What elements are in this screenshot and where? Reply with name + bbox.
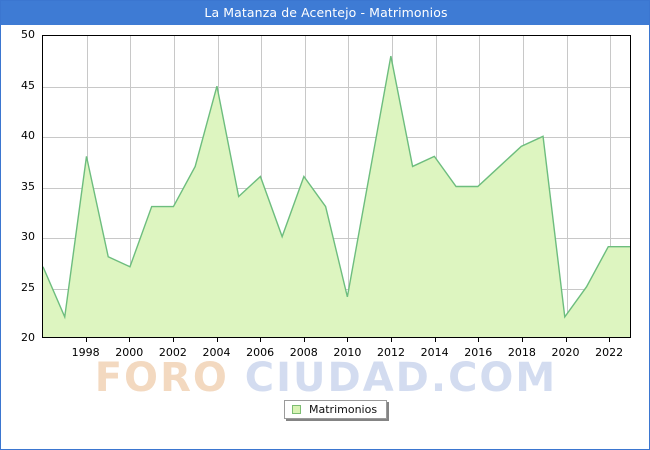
y-axis-tick-label: 30 [21, 230, 35, 243]
x-axis-tick-label: 2020 [551, 346, 580, 359]
x-axis-tick-label: 2002 [158, 346, 187, 359]
x-axis-tick-mark [434, 338, 436, 342]
gridline-vertical [610, 36, 612, 337]
series-matrimonios [43, 36, 630, 337]
watermark-part-a: FORO [94, 355, 245, 401]
gridline-vertical [348, 36, 350, 337]
chart-canvas: 20 25 30 35 40 45 50 1998 2000 2002 2004 2006 2008 2… [1, 25, 649, 449]
legend-label: Matrimonios [309, 403, 378, 416]
gridline-horizontal [43, 238, 630, 239]
x-axis-tick-mark [303, 338, 305, 342]
x-axis-tick-mark [129, 338, 131, 342]
gridline-vertical [173, 36, 175, 337]
x-axis-tick-label: 2022 [595, 346, 624, 359]
x-axis-tick-mark [565, 338, 567, 342]
x-axis-tick-mark [478, 338, 480, 342]
y-axis-tick-label: 20 [21, 331, 35, 344]
legend-swatch-icon [292, 405, 301, 414]
x-axis-tick-mark [172, 338, 174, 342]
x-axis-tick-label: 2004 [202, 346, 231, 359]
y-axis-tick-label: 40 [21, 129, 35, 142]
x-axis-tick-mark [260, 338, 262, 342]
x-axis-tick-mark [521, 338, 523, 342]
x-axis-tick-mark [347, 338, 349, 342]
x-axis-tick-mark [609, 338, 611, 342]
gridline-horizontal [43, 137, 630, 138]
window-title: La Matanza de Acentejo - Matrimonios [1, 1, 649, 25]
gridline-horizontal [43, 187, 630, 189]
x-axis-tick-label: 2008 [289, 346, 318, 359]
x-axis-tick-mark [85, 338, 87, 342]
y-axis-tick-label: 25 [21, 280, 35, 294]
x-axis-tick-label: 2006 [246, 346, 275, 359]
gridline-vertical [130, 36, 132, 337]
x-axis-tick-label: 1998 [71, 346, 100, 359]
x-axis-tick-label: 2010 [333, 346, 362, 359]
y-axis-tick-label: 45 [21, 78, 35, 92]
gridline-vertical [566, 36, 568, 337]
area-fill [43, 56, 630, 337]
x-axis-tick-label: 2018 [507, 346, 536, 359]
x-axis-tick-label: 2012 [377, 346, 406, 359]
x-axis-tick-label: 2000 [115, 346, 144, 359]
x-axis-tick-mark [216, 338, 218, 342]
line-stroke [43, 56, 630, 317]
y-axis-tick-label: 35 [21, 179, 35, 193]
x-axis-tick-label: 2016 [464, 346, 493, 359]
gridline-horizontal [43, 86, 630, 88]
y-axis-tick-label: 50 [21, 28, 35, 41]
chart-legend[interactable]: Matrimonios [284, 400, 388, 419]
x-axis-tick-label: 2014 [420, 346, 449, 359]
watermark: FORO CIUDAD.COM [1, 355, 649, 401]
x-axis-tick-mark [391, 338, 393, 342]
watermark-part-b: CIUDAD.COM [244, 355, 558, 401]
plot-area [42, 35, 631, 338]
